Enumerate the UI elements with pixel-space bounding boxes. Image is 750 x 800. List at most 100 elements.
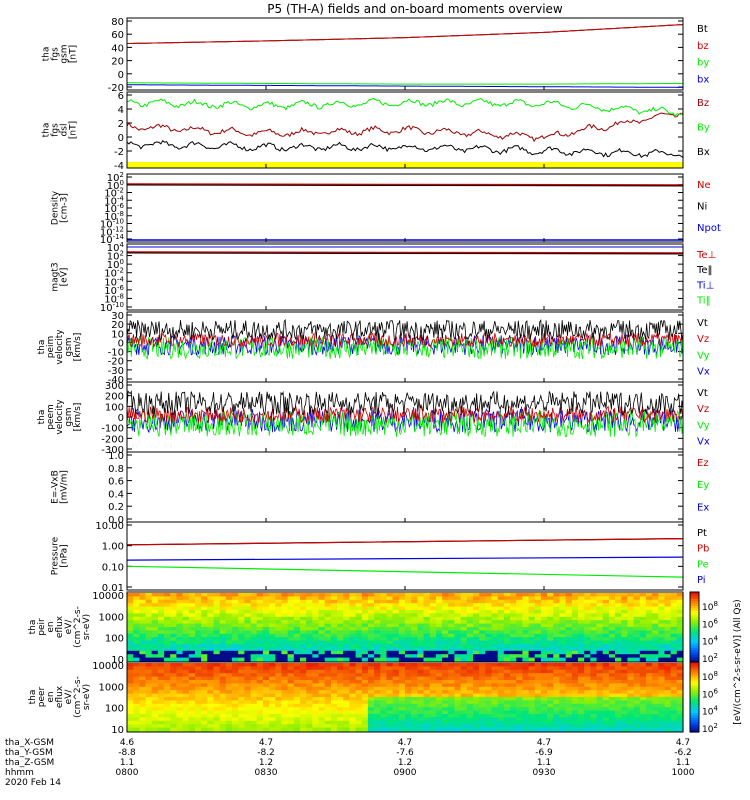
spectrogram-cell (256, 673, 264, 678)
ephemeris-value: 0900 (394, 768, 417, 778)
spectrogram-cell (207, 703, 215, 708)
spectrogram-cell (565, 663, 573, 667)
spectrogram-cell (355, 644, 363, 648)
spectrogram-cell (355, 697, 363, 701)
spectrogram-cell (355, 647, 363, 652)
spectrogram-cell (460, 599, 468, 604)
spectrogram-cell (275, 627, 283, 631)
spectrogram-cell (608, 727, 616, 732)
spectrogram-cell (312, 644, 320, 648)
spectrogram-cell (645, 700, 653, 705)
spectrogram-cell (405, 630, 412, 635)
spectrogram-cell (608, 710, 616, 715)
spectrogram-cell (584, 599, 591, 604)
spectrogram-cell (497, 697, 505, 701)
spectrogram-cell (312, 686, 320, 691)
spectrogram-cell (145, 693, 153, 698)
spectrogram-cell (312, 640, 320, 645)
spectrogram-cell (176, 627, 184, 631)
spectrogram-cell (479, 640, 486, 645)
spectrogram-cell (405, 693, 412, 698)
spectrogram-cell (164, 637, 171, 642)
spectrogram-cell (213, 700, 221, 705)
spectrogram-cell (590, 666, 598, 671)
spectrogram-cell (578, 717, 585, 722)
y-tick-label: 80 (111, 17, 124, 28)
spectrogram-cell (503, 610, 511, 614)
spectrogram-cell (565, 707, 573, 712)
spectrogram-cell (602, 640, 610, 645)
spectrogram-cell (133, 640, 140, 645)
spectrogram-cell (540, 720, 548, 725)
colorbar-cell (690, 596, 699, 600)
spectrogram-cell (225, 630, 233, 635)
spectrogram-cell (343, 697, 350, 701)
spectrogram-cell (318, 666, 326, 671)
spectrogram-cell (256, 644, 264, 648)
spectrogram-cell (553, 623, 561, 628)
colorbar-cell (690, 610, 699, 614)
spectrogram-cell (195, 647, 202, 652)
spectrogram-cell (293, 623, 301, 628)
spectrogram-cell (392, 690, 400, 695)
spectrogram-cell (250, 727, 258, 732)
spectrogram-cell (361, 666, 369, 671)
spectrogram-cell (670, 727, 678, 732)
legend-by: by (697, 58, 709, 69)
spectrogram-cell (330, 630, 338, 635)
spectrogram-cell (300, 686, 307, 691)
spectrogram-cell (170, 606, 177, 611)
spectrogram-cell (151, 613, 159, 618)
spectrogram-cell (411, 616, 418, 621)
spectrogram-cell (392, 606, 400, 611)
spectrogram-cell (540, 596, 548, 601)
spectrogram-cell (571, 596, 579, 601)
series-group (126, 97, 684, 168)
spectrogram-cell (621, 666, 628, 671)
spectrogram-cell (442, 697, 449, 701)
spectrogram-cell (423, 637, 431, 642)
spectrogram-cell (374, 717, 381, 722)
spectrogram-cell (670, 673, 678, 678)
spectrogram-cell (497, 710, 505, 715)
spectrogram-cell (608, 644, 616, 648)
series-pe (126, 565, 684, 578)
spectrogram-cell (435, 680, 443, 684)
spectrogram-cell (528, 676, 536, 681)
spectrogram-cell (176, 616, 184, 621)
spectrogram-cell (485, 620, 493, 625)
spectrogram-cell (287, 627, 295, 631)
spectrogram-cell (300, 640, 307, 645)
spectrogram-cell (565, 703, 573, 708)
spectrogram-cell (256, 727, 264, 732)
spectrogram-cell (639, 613, 647, 618)
spectrogram-cell (503, 623, 511, 628)
spectrogram-cell (306, 686, 313, 691)
spectrogram-cell (411, 673, 418, 678)
spectrogram-cell (238, 606, 245, 611)
spectrogram-cell (232, 640, 239, 645)
spectrogram-cell (540, 669, 548, 674)
spectrogram-cell (250, 663, 258, 667)
spectrogram-cell (176, 650, 184, 655)
spectrogram-cell (324, 613, 332, 618)
spectrogram-cell (429, 620, 437, 625)
spectrogram-cell (522, 680, 530, 684)
spectrogram-cell (442, 610, 449, 614)
y-axis-label: magt3 (51, 262, 61, 291)
spectrogram-cell (479, 683, 486, 688)
spectrogram-cell (479, 616, 486, 621)
spectrogram-cell (522, 690, 530, 695)
spectrogram-cell (337, 596, 344, 601)
spectrogram-cell (287, 640, 295, 645)
spectrogram-cell (417, 680, 425, 684)
y-tick-label: 10.00 (95, 521, 124, 532)
spectrogram-cell (534, 690, 542, 695)
spectrogram-cell (497, 686, 505, 691)
spectrogram-cell (250, 686, 258, 691)
spectrogram-cell (324, 627, 332, 631)
spectrogram-cell (398, 707, 406, 712)
spectrogram-cell (608, 714, 616, 718)
spectrogram-cell (522, 657, 530, 662)
spectrogram-cell (213, 623, 221, 628)
